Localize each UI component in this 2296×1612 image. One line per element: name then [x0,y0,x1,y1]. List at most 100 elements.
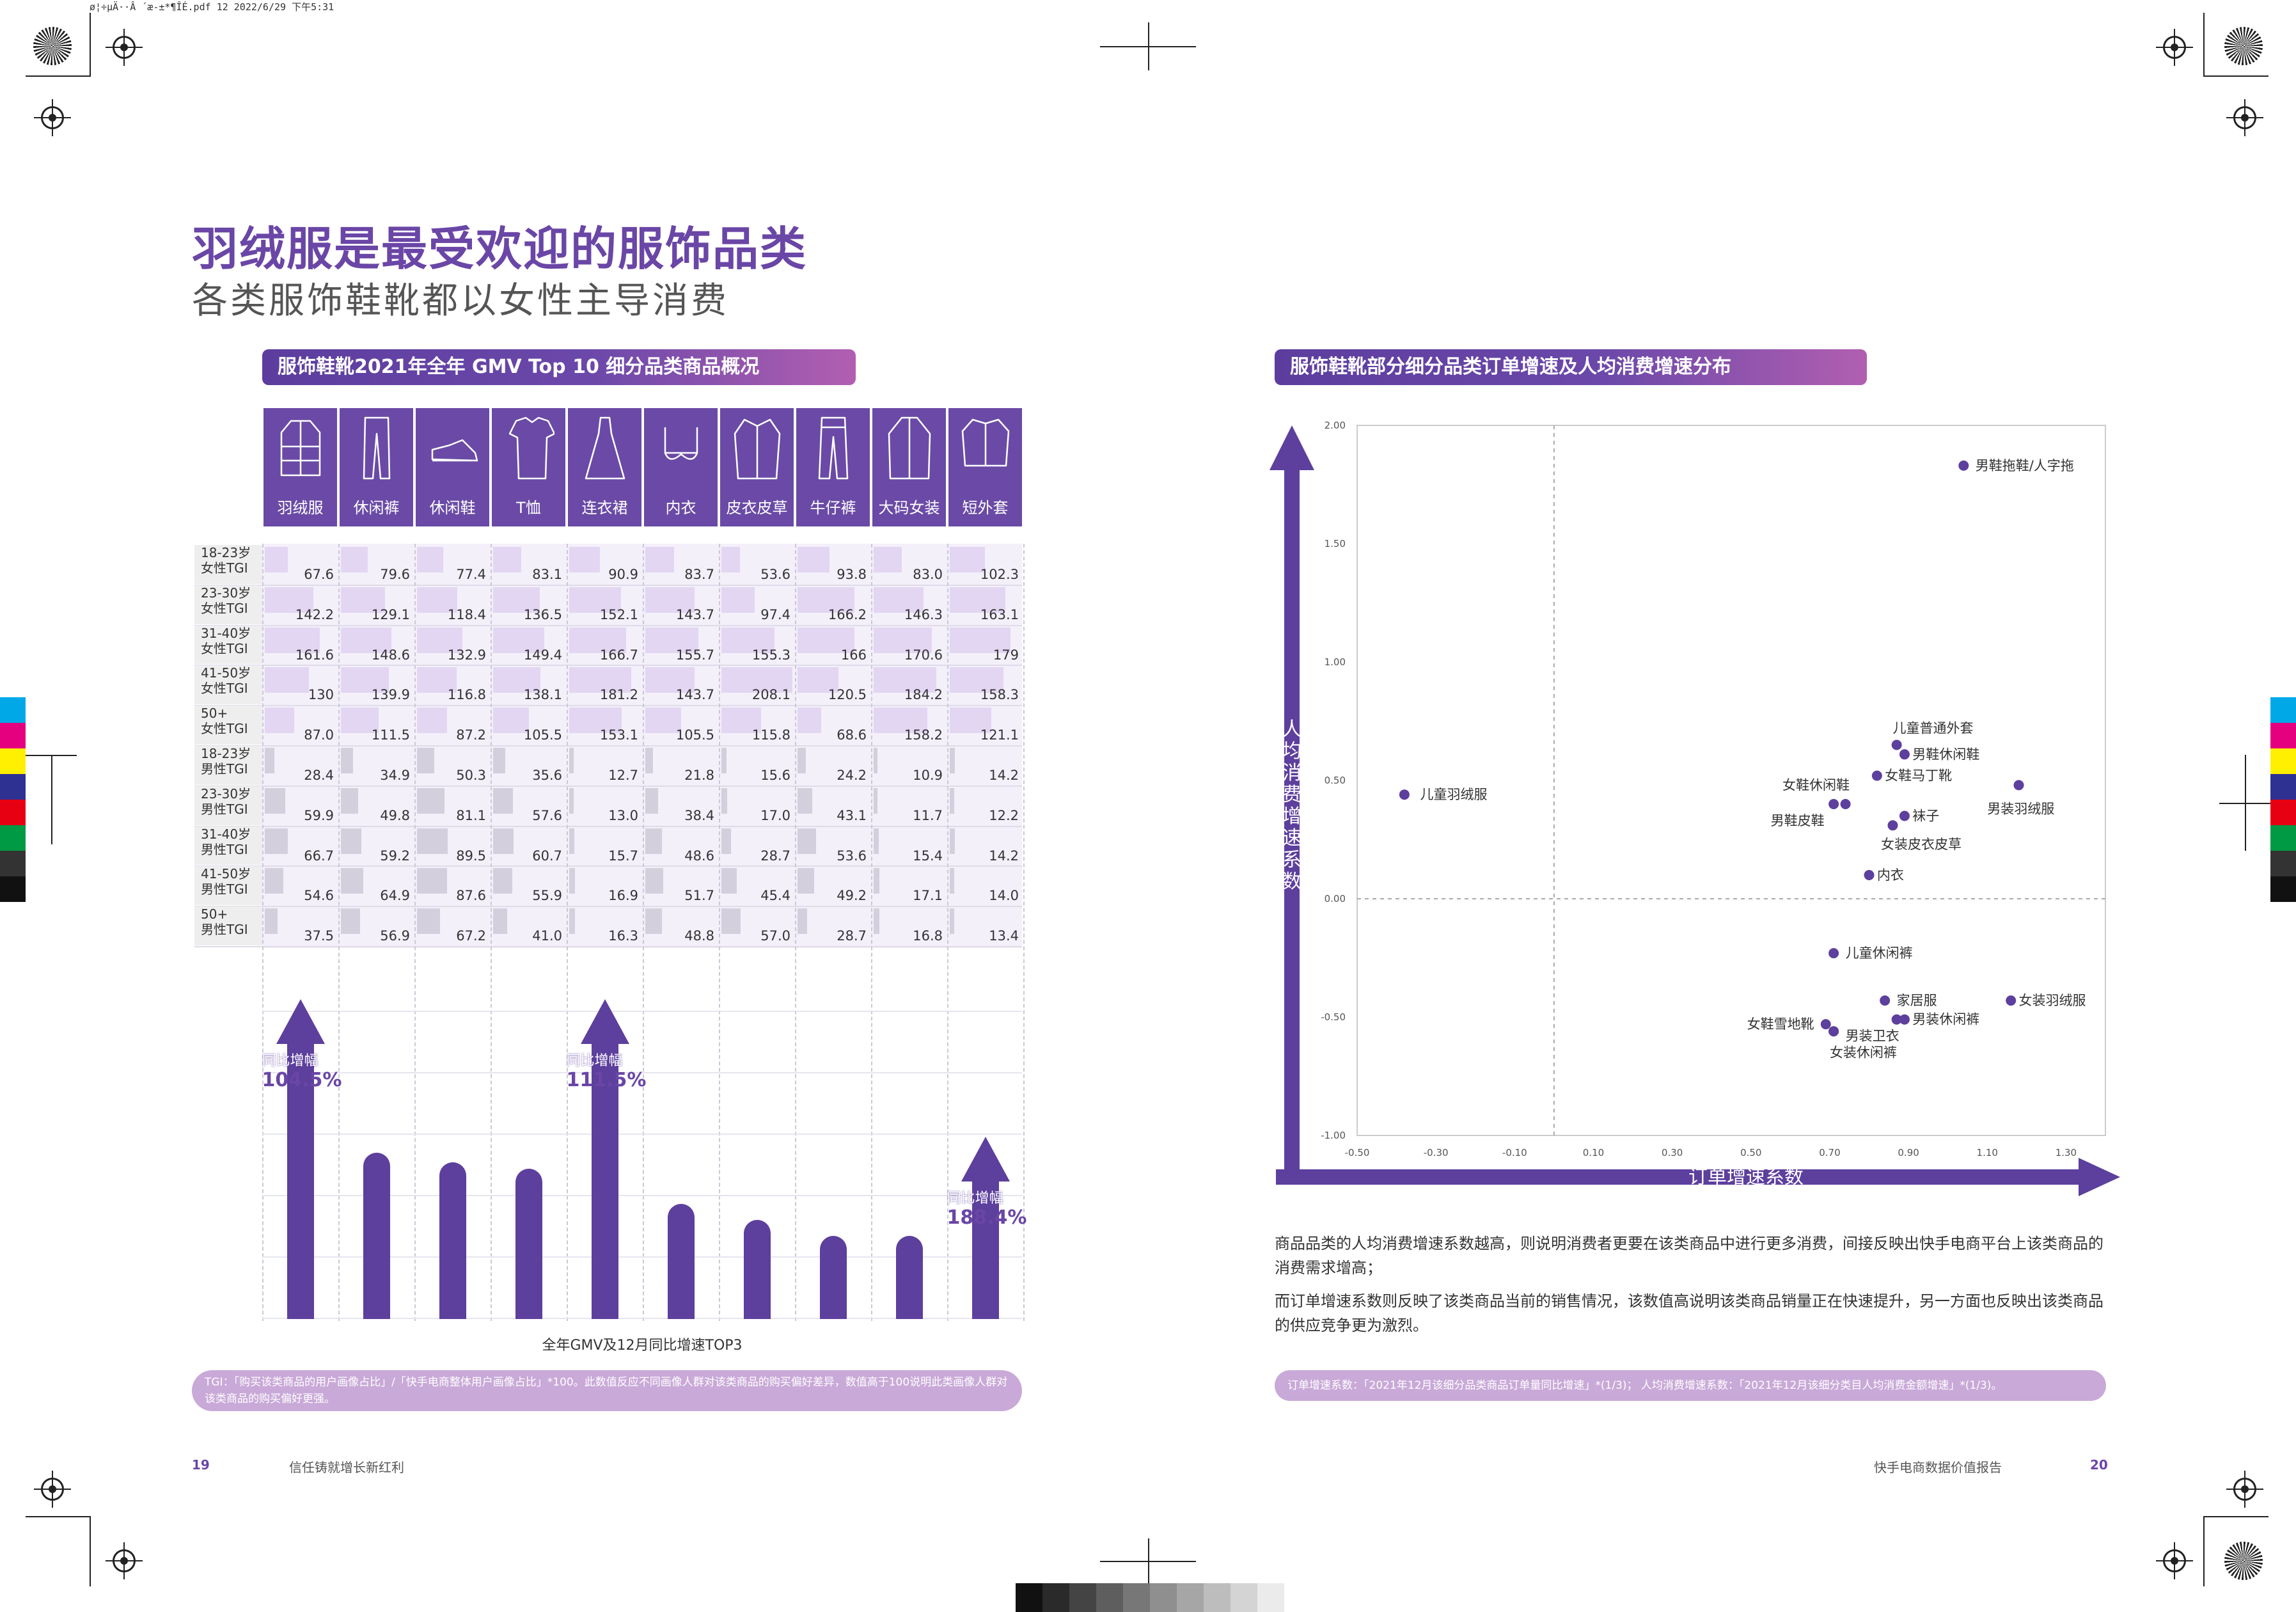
tgi-cell: 55.9 [492,866,567,906]
tgi-row-label: 23-30岁 男性TGI [194,786,262,825]
tgi-bar [798,828,816,854]
point-label: 儿童羽绒服 [1420,787,1488,802]
point-label: 儿童普通外套 [1892,721,1973,736]
gender-tgi: 男性TGI [201,801,248,817]
scatter-point [1399,789,1410,800]
growth-arrow [580,999,629,1319]
y-tick-label: 0.50 [1325,775,1346,786]
tgi-value: 184.2 [904,687,943,703]
gender-tgi: 女性TGI [201,640,248,656]
column-divider [947,544,948,1321]
tgi-bar [645,587,695,613]
tgi-cell: 155.3 [720,626,796,665]
tgi-value: 161.6 [295,647,334,663]
tgi-cell: 142.2 [263,585,339,625]
growth-caption: 同比增幅 [566,1053,623,1069]
growth-value: 111.5% [566,1069,647,1091]
tgi-cell: 54.6 [263,866,339,906]
page-title: 羽绒服是最受欢迎的服饰品类 [192,222,808,276]
tgi-cell: 87.2 [416,706,491,745]
tgi-bar [417,868,447,894]
tgi-value: 132.9 [447,647,486,663]
tgi-bar [265,547,288,573]
tgi-cell: 83.7 [644,545,719,585]
clothing-icon [585,416,625,480]
age-group: 18-23岁 [201,746,251,761]
tgi-bar [341,667,389,693]
gender-tgi: 女性TGI [201,721,248,737]
right-section-banner: 服饰鞋靴部分细分品类订单增速及人均消费增速分布 [1275,349,1867,385]
tgi-value: 14.2 [989,848,1019,864]
tgi-cell: 116.8 [416,665,491,705]
y-tick-label: 1.50 [1325,538,1346,549]
tgi-cell: 146.3 [872,585,948,625]
tgi-cell: 34.9 [340,746,415,786]
tgi-value: 24.2 [837,768,867,783]
clothing-icon [363,416,391,480]
category-header-5: 内衣 [644,408,718,526]
y-axis-label: 人均消费增速系数 [1282,718,1301,893]
tgi-value: 64.9 [380,888,410,904]
tgi-cell: 90.9 [568,545,643,585]
explanation-paragraph-2: 而订单增速系数则反映了该类商品当前的销售情况，该数值高说明该类商品销量正在快速提… [1275,1292,2103,1334]
tgi-cell: 93.8 [796,545,872,585]
tgi-cell: 166 [796,626,872,665]
column-divider [1023,544,1025,1321]
tgi-value: 93.8 [837,567,867,582]
tgi-cell: 14.2 [948,746,1024,786]
tgi-bar [645,627,699,653]
explanation-paragraph-1: 商品品类的人均消费增速系数越高，则说明消费者更要在该类商品中进行更多消费，间接反… [1275,1235,2103,1277]
tgi-value: 138.1 [523,687,562,703]
age-group: 18-23岁 [201,545,251,560]
tgi-cell: 152.1 [568,585,643,625]
tgi-bar [798,748,806,773]
tgi-value: 11.7 [913,807,943,823]
tgi-cell: 161.6 [263,626,339,665]
tgi-cell: 83.1 [492,545,567,585]
x-axis-label: 订单增速系数 [1688,1166,1804,1189]
point-label: 男装休闲裤 [1912,1012,1979,1027]
tgi-cell: 13.4 [948,906,1024,946]
category-label: 大码女装 [878,499,940,517]
tgi-cell: 38.4 [644,786,719,826]
scatter-point [1828,948,1839,959]
point-label: 女鞋休闲鞋 [1782,777,1850,793]
column-divider [262,544,263,1321]
tgi-bar [341,908,361,935]
tgi-value: 13.0 [608,807,638,823]
tgi-bar [493,787,513,814]
tgi-value: 155.7 [675,647,714,663]
tgi-bar [798,667,839,693]
point-label: 女装羽绒服 [2019,993,2086,1008]
page-subtitle: 各类服饰鞋靴都以女性主导消费 [192,280,729,322]
tgi-bar [950,547,985,573]
tgi-bar [569,587,622,613]
scatter-point [1899,1014,1910,1025]
age-group: 50+ [201,906,228,922]
tgi-bar [798,868,815,894]
tgi-bar [798,908,808,935]
scatter-point [2013,780,2024,791]
tgi-bar [798,547,830,573]
x-tick-label: 0.90 [1898,1147,1919,1158]
tgi-cell: 155.7 [644,626,719,665]
category-label: T恤 [516,499,541,517]
tgi-cell: 130 [263,665,339,705]
tgi-value: 155.3 [751,647,790,663]
scatter-point [2006,995,2017,1006]
tgi-cell: 87.0 [263,706,339,745]
tgi-bar [721,868,737,894]
point-label: 袜子 [1912,809,1939,824]
tgi-value: 149.4 [523,647,562,663]
tgi-value: 13.4 [989,928,1019,944]
left-footer-text: 信任铸就增长新红利 [289,1460,404,1475]
scatter-point [1891,1014,1902,1025]
tgi-value: 53.6 [837,848,867,864]
tgi-bar [493,587,540,613]
tgi-value: 166.7 [599,647,638,663]
tgi-cell: 87.6 [416,866,491,906]
tgi-cell: 111.5 [340,706,415,745]
x-axis-arrow [1276,1158,2120,1196]
tgi-bar [265,787,285,814]
tgi-value: 12.7 [608,768,638,783]
